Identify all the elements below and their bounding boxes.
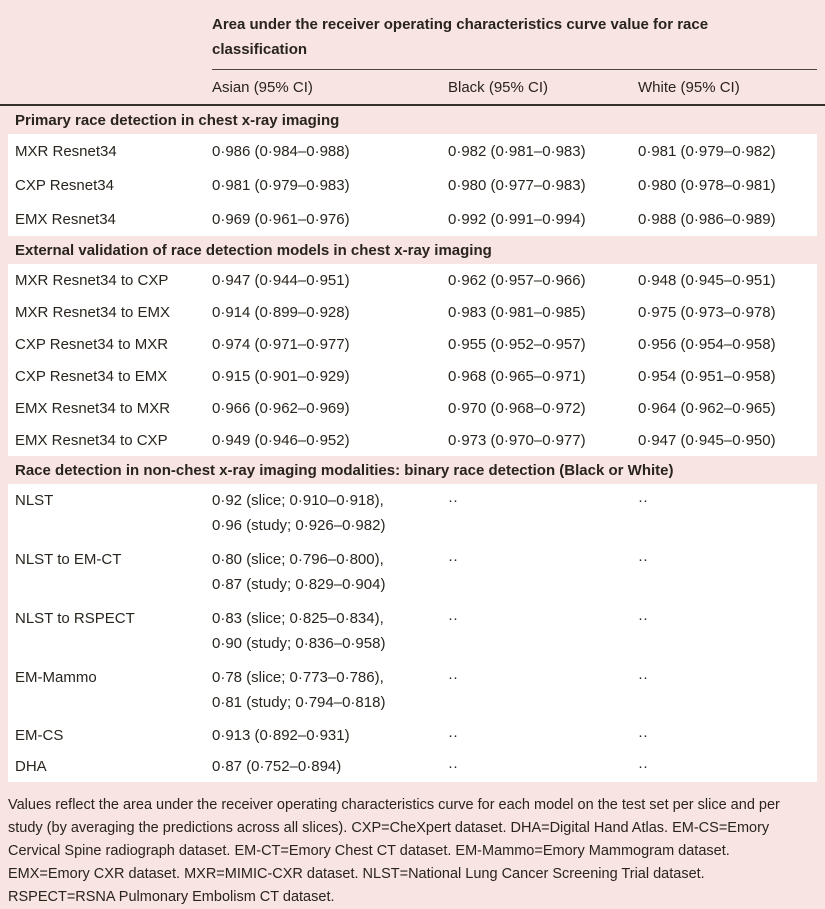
table-header: Area under the receiver operating charac…: [0, 0, 825, 106]
cell-white: ··: [638, 492, 648, 509]
cell-black: 0·955 (0·952–0·957): [448, 335, 586, 353]
cell-asian: 0·915 (0·901–0·929): [212, 367, 350, 385]
row-label: CXP Resnet34: [15, 176, 114, 194]
cell-white: 0·975 (0·973–0·978): [638, 303, 776, 321]
spanning-column-header: Area under the receiver operating charac…: [212, 16, 709, 58]
cell-asian: 0·913 (0·892–0·931): [212, 727, 350, 744]
table-row: CXP Resnet34 0·981 (0·979–0·983) 0·980 (…: [15, 168, 817, 202]
cell-white: ··: [638, 758, 648, 775]
table-row: NLST to RSPECT 0·83 (slice; 0·825–0·834)…: [15, 602, 817, 661]
row-label: CXP Resnet34 to MXR: [15, 335, 169, 353]
cell-white: 0·964 (0·962–0·965): [638, 399, 776, 417]
cell-asian: 0·80 (slice; 0·796–0·800), 0·87 (study; …: [212, 547, 448, 597]
cell-white: 0·981 (0·979–0·982): [638, 142, 776, 160]
cell-black: ··: [448, 551, 458, 568]
cell-white: ··: [638, 727, 648, 744]
cell-line: 0·78 (slice; 0·773–0·786),: [212, 669, 384, 686]
row-label: EMX Resnet34 to MXR: [15, 399, 171, 417]
table-row: NLST 0·92 (slice; 0·910–0·918), 0·96 (st…: [15, 484, 817, 543]
cell-white: ··: [638, 669, 648, 686]
cell-asian: 0·87 (0·752–0·894): [212, 758, 342, 775]
table-row: MXR Resnet34 0·986 (0·984–0·988) 0·982 (…: [15, 134, 817, 168]
cell-asian: 0·914 (0·899–0·928): [212, 303, 350, 321]
cell-black: 0·982 (0·981–0·983): [448, 142, 586, 160]
cell-line: 0·92 (slice; 0·910–0·918),: [212, 492, 384, 509]
row-label: DHA: [15, 758, 47, 775]
section-block-non-chest: NLST 0·92 (slice; 0·910–0·918), 0·96 (st…: [8, 484, 817, 782]
section-header-non-chest: Race detection in non-chest x-ray imagin…: [15, 461, 674, 479]
cell-black: ··: [448, 727, 458, 744]
cell-line: 0·80 (slice; 0·796–0·800),: [212, 551, 384, 568]
table-row: MXR Resnet34 to EMX 0·914 (0·899–0·928) …: [15, 296, 817, 328]
section-block-primary: MXR Resnet34 0·986 (0·984–0·988) 0·982 (…: [8, 134, 817, 236]
cell-white: 0·980 (0·978–0·981): [638, 176, 776, 194]
cell-black: 0·970 (0·968–0·972): [448, 399, 586, 417]
cell-black: 0·983 (0·981–0·985): [448, 303, 586, 321]
section-header-external-validation: External validation of race detection mo…: [15, 241, 492, 259]
table-row: CXP Resnet34 to MXR 0·974 (0·971–0·977) …: [15, 328, 817, 360]
cell-white: 0·956 (0·954–0·958): [638, 335, 776, 353]
table-row: CXP Resnet34 to EMX 0·915 (0·901–0·929) …: [15, 360, 817, 392]
table-row: EMX Resnet34 to MXR 0·966 (0·962–0·969) …: [15, 392, 817, 424]
cell-white: ··: [638, 551, 648, 568]
cell-asian: 0·949 (0·946–0·952): [212, 431, 350, 449]
cell-black: 0·968 (0·965–0·971): [448, 367, 586, 385]
cell-black: 0·973 (0·970–0·977): [448, 431, 586, 449]
table-row: EM-Mammo 0·78 (slice; 0·773–0·786), 0·81…: [15, 661, 817, 720]
row-label: MXR Resnet34 to EMX: [15, 303, 171, 321]
cell-line: 0·83 (slice; 0·825–0·834),: [212, 610, 384, 627]
row-label: EM-CS: [15, 727, 64, 744]
cell-white: 0·988 (0·986–0·989): [638, 210, 776, 228]
row-label: EMX Resnet34: [15, 210, 116, 228]
cell-black: ··: [448, 758, 458, 775]
cell-line: 0·81 (study; 0·794–0·818): [212, 694, 386, 711]
table-row: DHA 0·87 (0·752–0·894) ·· ··: [15, 751, 817, 782]
column-header-black: Black (95% CI): [448, 78, 549, 96]
table-row: EM-CS 0·913 (0·892–0·931) ·· ··: [15, 720, 817, 751]
column-header-asian: Asian (95% CI): [212, 78, 313, 96]
row-label: MXR Resnet34: [15, 142, 117, 160]
cell-asian: 0·92 (slice; 0·910–0·918), 0·96 (study; …: [212, 488, 448, 538]
cell-black: ··: [448, 610, 458, 627]
cell-line: 0·87 (study; 0·829–0·904): [212, 576, 386, 593]
cell-line: 0·96 (study; 0·926–0·982): [212, 517, 386, 534]
cell-white: ··: [638, 610, 648, 627]
cell-white: 0·948 (0·945–0·951): [638, 271, 776, 289]
column-header-white: White (95% CI): [638, 78, 740, 96]
row-label: MXR Resnet34 to CXP: [15, 271, 169, 289]
cell-white: 0·954 (0·951–0·958): [638, 367, 776, 385]
cell-black: 0·992 (0·991–0·994): [448, 210, 586, 228]
cell-line: 0·90 (study; 0·836–0·958): [212, 635, 386, 652]
row-label: NLST: [15, 492, 54, 509]
row-label: NLST to EM-CT: [15, 551, 122, 568]
row-label: EMX Resnet34 to CXP: [15, 431, 168, 449]
row-label: EM-Mammo: [15, 669, 97, 686]
cell-asian: 0·947 (0·944–0·951): [212, 271, 350, 289]
row-label: CXP Resnet34 to EMX: [15, 367, 168, 385]
cell-asian: 0·83 (slice; 0·825–0·834), 0·90 (study; …: [212, 606, 448, 656]
table-footnote: Values reflect the area under the receiv…: [8, 797, 780, 905]
cell-asian: 0·78 (slice; 0·773–0·786), 0·81 (study; …: [212, 665, 448, 715]
cell-asian: 0·981 (0·979–0·983): [212, 176, 350, 194]
section-header-primary: Primary race detection in chest x-ray im…: [15, 111, 340, 129]
cell-black: ··: [448, 669, 458, 686]
spanning-header-rule: [212, 69, 817, 70]
table-row: NLST to EM-CT 0·80 (slice; 0·796–0·800),…: [15, 543, 817, 602]
section-block-external-validation: MXR Resnet34 to CXP 0·947 (0·944–0·951) …: [8, 264, 817, 456]
row-label: NLST to RSPECT: [15, 610, 135, 627]
cell-asian: 0·969 (0·961–0·976): [212, 210, 350, 228]
column-header-row: Asian (95% CI) Black (95% CI) White (95%…: [8, 70, 817, 104]
cell-black: ··: [448, 492, 458, 509]
cell-white: 0·947 (0·945–0·950): [638, 431, 776, 449]
cell-asian: 0·974 (0·971–0·977): [212, 335, 350, 353]
cell-black: 0·980 (0·977–0·983): [448, 176, 586, 194]
cell-asian: 0·986 (0·984–0·988): [212, 142, 350, 160]
cell-asian: 0·966 (0·962–0·969): [212, 399, 350, 417]
cell-black: 0·962 (0·957–0·966): [448, 271, 586, 289]
table-row: EMX Resnet34 0·969 (0·961–0·976) 0·992 (…: [15, 202, 817, 236]
table-row: EMX Resnet34 to CXP 0·949 (0·946–0·952) …: [15, 424, 817, 456]
table-row: MXR Resnet34 to CXP 0·947 (0·944–0·951) …: [15, 264, 817, 296]
